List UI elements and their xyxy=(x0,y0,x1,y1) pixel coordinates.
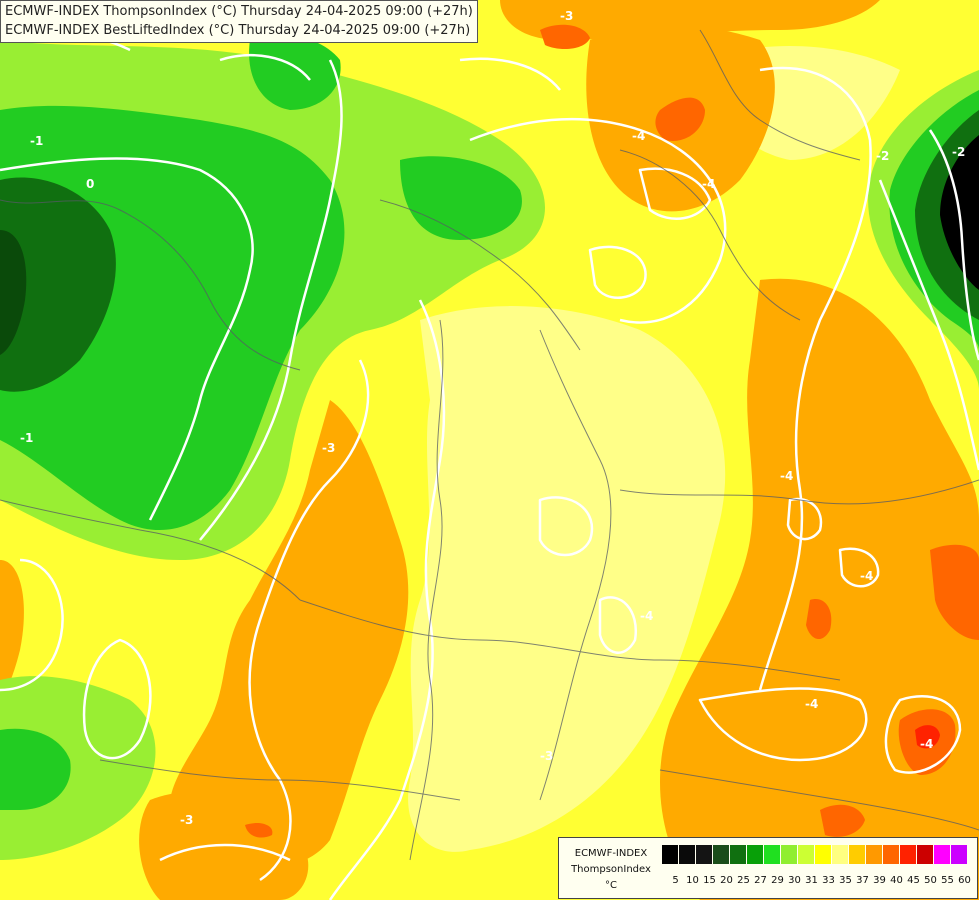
field-darkest-green xyxy=(0,230,27,355)
legend-tick-label: 33 xyxy=(822,875,835,886)
legend-tick-label: 15 xyxy=(703,875,716,886)
legend-swatch xyxy=(662,845,679,864)
contour-label: -2 xyxy=(952,145,965,159)
field-red-1 xyxy=(915,725,940,749)
field-light-green-2 xyxy=(0,676,156,860)
legend-tick-label: 30 xyxy=(788,875,801,886)
legend-tick-label: 35 xyxy=(839,875,852,886)
field-green-2 xyxy=(400,156,522,240)
contour-label: -4 xyxy=(632,129,645,143)
legend-swatch xyxy=(696,845,713,864)
contour-label: -3 xyxy=(180,813,193,827)
field-dark-orange-5 xyxy=(540,24,590,50)
contour-label: -3 xyxy=(560,9,573,23)
title-line-bestlifted: ECMWF-INDEX BestLiftedIndex (°C) Thursda… xyxy=(5,23,471,38)
border-lines xyxy=(0,29,979,861)
contour-label-group: -2 -1 0 -1 -3 -3 -4 -4 -4 -4 -3 -2 -3 -4… xyxy=(20,9,965,827)
legend-tick-label: 31 xyxy=(805,875,818,886)
legend-swatch xyxy=(849,845,866,864)
legend-swatch xyxy=(934,845,951,864)
legend-swatch xyxy=(781,845,798,864)
legend-tick-label: 39 xyxy=(873,875,886,886)
field-dark-green xyxy=(0,177,116,392)
legend-swatch xyxy=(900,845,917,864)
legend-swatch xyxy=(730,845,747,864)
field-dark-orange-6 xyxy=(806,599,832,640)
legend-swatch xyxy=(798,845,815,864)
contour-label: -2 xyxy=(876,149,889,163)
legend-swatches xyxy=(662,845,968,864)
field-green-4 xyxy=(0,728,71,810)
legend-tick-label: 37 xyxy=(856,875,869,886)
field-orange-west-edge xyxy=(0,560,24,700)
legend-swatch xyxy=(883,845,900,864)
contour-label: -1 xyxy=(20,431,33,445)
legend-tick-label: 25 xyxy=(737,875,750,886)
legend-swatch xyxy=(815,845,832,864)
legend-model: ECMWF-INDEX xyxy=(574,848,648,859)
contour-label: -4 xyxy=(805,697,818,711)
field-dark-orange-4 xyxy=(820,804,865,837)
contour-label: -4 xyxy=(780,469,793,483)
contour-label: -3 xyxy=(540,749,553,763)
legend-swatch xyxy=(866,845,883,864)
field-dark-orange-1 xyxy=(655,97,705,141)
legend-tick-label: 50 xyxy=(924,875,937,886)
legend-swatch xyxy=(764,845,781,864)
legend-swatch xyxy=(713,845,730,864)
legend-swatch xyxy=(917,845,934,864)
field-green-5 xyxy=(249,35,341,110)
contour-label: 0 xyxy=(86,177,94,191)
legend-label: ECMWF-INDEX ThompsonIndex °C xyxy=(563,846,659,894)
field-orange-southwest xyxy=(169,400,409,870)
legend-ticks: 5 10 15 20 25 27 29 30 31 33 35 37 39 40 45 50 55 60 xyxy=(667,875,973,886)
field-orange-top xyxy=(500,0,880,40)
legend-tick-label: 45 xyxy=(907,875,920,886)
legend-parameter: ThompsonIndex xyxy=(571,864,651,875)
contour-label: -4 xyxy=(702,177,715,191)
field-light-yellow xyxy=(408,306,726,852)
legend-tick-label: 60 xyxy=(958,875,971,886)
contour-label: -3 xyxy=(322,441,335,455)
color-legend: ECMWF-INDEX ThompsonIndex °C 5 10 15 20 25 27… xyxy=(558,837,978,899)
legend-tick-label: 5 xyxy=(672,875,679,886)
contour-label: -4 xyxy=(920,737,933,751)
legend-swatch xyxy=(832,845,849,864)
legend-tick-label: 10 xyxy=(686,875,699,886)
contour-label: -4 xyxy=(860,569,873,583)
legend-swatch xyxy=(951,845,968,864)
legend-unit: °C xyxy=(605,880,617,891)
legend-swatch xyxy=(747,845,764,864)
contour-label: -4 xyxy=(640,609,653,623)
legend-tick-label: 55 xyxy=(941,875,954,886)
legend-tick-label: 40 xyxy=(890,875,903,886)
field-dark-orange-2 xyxy=(930,544,979,640)
contour-lines xyxy=(0,32,979,900)
title-line-thompson: ECMWF-INDEX ThompsonIndex (°C) Thursday … xyxy=(5,4,473,19)
legend-tick-label: 20 xyxy=(720,875,733,886)
map-title-box: ECMWF-INDEX ThompsonIndex (°C) Thursday … xyxy=(0,0,478,43)
legend-tick-label: 27 xyxy=(754,875,767,886)
field-dark-orange-7 xyxy=(245,823,273,838)
legend-swatch xyxy=(679,845,696,864)
legend-tick-label: 29 xyxy=(771,875,784,886)
contour-label: -1 xyxy=(30,134,43,148)
